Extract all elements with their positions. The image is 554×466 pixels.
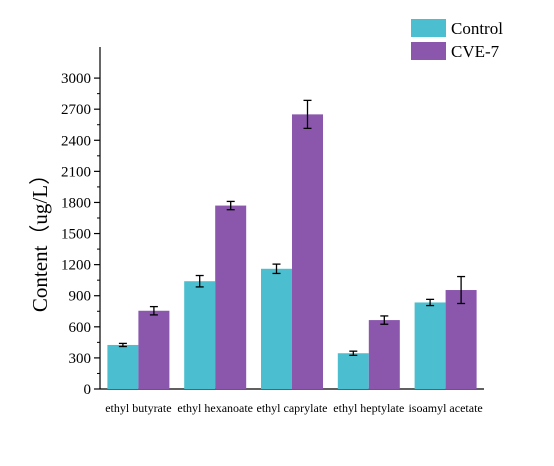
- bar-control: [337, 353, 369, 389]
- y-tick-label: 2400: [61, 133, 91, 149]
- legend: Control CVE-7: [411, 19, 503, 61]
- legend-swatch: [411, 42, 446, 60]
- y-axis-label: Content（ug/L）: [28, 164, 52, 312]
- legend-label: CVE-7: [451, 42, 500, 61]
- x-tick-label: ethyl heptylate: [333, 401, 404, 415]
- x-tick-label: isoamyl acetate: [408, 401, 482, 415]
- bar-cve-7: [445, 290, 477, 389]
- bar-cve-7: [292, 114, 323, 389]
- y-tick-label: 600: [69, 320, 92, 336]
- x-axis: ethyl butyrate ethyl hexanoate ethyl capry…: [100, 388, 484, 415]
- error-bars: [118, 99, 466, 356]
- y-tick-label: 2100: [61, 164, 91, 180]
- y-tick-label: 3000: [61, 71, 91, 87]
- x-tick-label: ethyl caprylate: [257, 401, 328, 415]
- y-axis: 0 300 600 900 1200 1500 1800 2100 2400 2700 3000: [61, 47, 101, 398]
- y-tick-label: 0: [84, 382, 92, 398]
- y-tick-label: 900: [69, 289, 92, 305]
- y-tick-label: 1200: [61, 258, 91, 274]
- bar-cve-7: [215, 205, 247, 389]
- bar-cve-7: [138, 310, 170, 389]
- y-tick-label: 2700: [61, 102, 91, 118]
- bar-control: [414, 302, 446, 389]
- y-tick-label: 1500: [61, 227, 91, 243]
- bar-control: [184, 281, 216, 389]
- bars: [107, 114, 477, 389]
- y-tick-label: 300: [69, 351, 92, 367]
- legend-swatch: [411, 19, 446, 37]
- x-tick-label: ethyl hexanoate: [177, 401, 253, 415]
- y-tick-label: 1800: [61, 195, 91, 211]
- x-tick-label: ethyl butyrate: [105, 401, 171, 415]
- bar-control: [261, 268, 292, 389]
- legend-label: Control: [451, 19, 503, 38]
- bar-cve-7: [368, 320, 400, 389]
- bar-control: [107, 344, 139, 389]
